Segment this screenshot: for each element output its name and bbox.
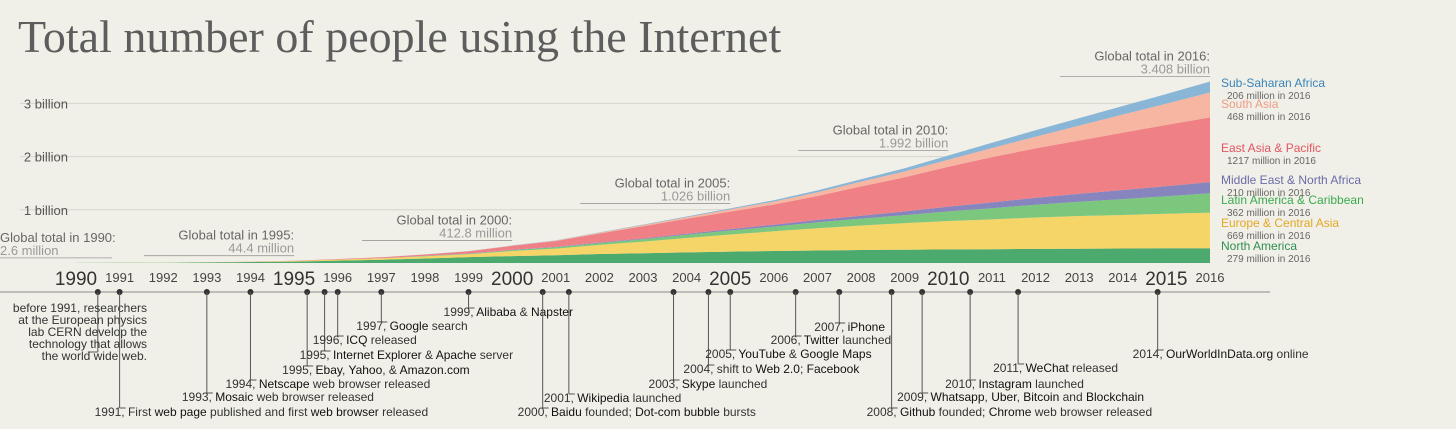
global-total-label: Global total in 2000:: [397, 212, 513, 227]
x-tick-label: 2006: [759, 270, 788, 285]
global-total-value: 2.6 million: [0, 243, 59, 258]
x-tick-label: 1990: [55, 269, 97, 290]
area-europe-central-asia: [76, 212, 1210, 263]
y-tick-label: 2 billion: [24, 150, 68, 165]
x-tick-label: 2011: [978, 270, 1006, 285]
region-label-east-asia-pacific: East Asia & Pacific: [1221, 141, 1321, 155]
event-label: at the European physics: [18, 313, 147, 327]
event-label: 2000, Baidu founded; Dot-com bubble burs…: [518, 405, 756, 419]
event-label: 1999, Alibaba & Napster: [444, 305, 573, 319]
chart-title: Total number of people using the Interne…: [18, 11, 781, 62]
global-total-value: 412.8 million: [439, 225, 512, 240]
global-total-value: 1.992 billion: [879, 136, 948, 151]
y-tick-label: 1 billion: [24, 203, 68, 218]
region-label-latin-america-caribbean: Latin America & Caribbean: [1221, 193, 1364, 207]
x-tick-label: 2012: [1021, 270, 1050, 285]
x-tick-label: 1994: [236, 270, 265, 285]
event-label: 2011, WeChat released: [993, 361, 1118, 375]
x-tick-label: 1999: [454, 270, 483, 285]
event-label: 2009, Whatsapp, Uber, Bitcoin and Blockc…: [897, 390, 1144, 404]
event-label: 2006, Twitter launched: [771, 333, 892, 347]
region-label-south-asia: South Asia: [1221, 97, 1279, 111]
global-total-value: 44.4 million: [228, 241, 294, 256]
event-label: 2005, YouTube & Google Maps: [705, 347, 871, 361]
region-label-sub-saharan-africa: Sub-Saharan Africa: [1221, 76, 1325, 90]
y-tick-label: 3 billion: [24, 96, 68, 111]
region-value-sub-saharan-africa: 206 million in 2016: [1227, 91, 1311, 102]
event-label: 2008, Github founded; Chrome web browser…: [867, 405, 1153, 419]
area-east-asia-pacific: [76, 117, 1210, 263]
x-tick-label: 2002: [585, 270, 614, 285]
event-label: 1994, Netscape web browser released: [225, 377, 430, 391]
x-tick-label: 2001: [541, 270, 570, 285]
x-tick-label: 2014: [1108, 270, 1137, 285]
x-tick-label: 2015: [1145, 269, 1187, 290]
x-tick-label: 2007: [803, 270, 832, 285]
event-label: lab CERN develop the: [28, 325, 147, 339]
event-label: 1991, First web page published and first…: [95, 405, 429, 419]
x-tick-label: 1991: [105, 270, 134, 285]
x-tick-label: 2004: [672, 270, 701, 285]
region-value-europe-central-asia: 669 million in 2016: [1227, 231, 1311, 242]
region-value-north-america: 279 million in 2016: [1227, 254, 1311, 265]
region-label-middle-east-north-africa: Middle East & North Africa: [1221, 173, 1361, 187]
event-label: before 1991, researchers: [13, 301, 147, 315]
area-north-america: [76, 248, 1210, 263]
global-total-label: Global total in 1995:: [178, 228, 294, 243]
region-value-latin-america-caribbean: 362 million in 2016: [1227, 208, 1311, 219]
x-tick-label: 1996: [323, 270, 352, 285]
x-tick-label: 2003: [629, 270, 658, 285]
x-tick-label: 1997: [367, 270, 396, 285]
event-label: technology that allows: [29, 337, 147, 351]
x-tick-label: 2008: [847, 270, 876, 285]
x-tick-label: 2000: [491, 269, 533, 290]
global-total-label: Global total in 2016:: [1094, 49, 1210, 64]
event-label: 1993, Mosaic web browser released: [182, 390, 374, 404]
event-label: the world wide web.: [42, 349, 147, 363]
region-label-europe-central-asia: Europe & Central Asia: [1221, 216, 1339, 230]
global-total-label: Global total in 2005:: [615, 175, 731, 190]
event-label: 1997, Google search: [356, 319, 467, 333]
x-tick-label: 2010: [927, 269, 969, 290]
x-tick-label: 2013: [1065, 270, 1094, 285]
x-tick-label: 2005: [709, 269, 751, 290]
x-tick-label: 1993: [192, 270, 221, 285]
region-value-middle-east-north-africa: 210 million in 2016: [1227, 188, 1311, 199]
region-value-east-asia-pacific: 1217 million in 2016: [1227, 156, 1316, 167]
global-total-label: Global total in 1990:: [0, 230, 116, 245]
global-total-value: 3.408 billion: [1141, 62, 1210, 77]
event-label: 2010, Instagram launched: [945, 377, 1084, 391]
x-tick-label: 1995: [273, 269, 315, 290]
event-label: 2001, Wikipedia launched: [544, 391, 681, 405]
global-total-value: 1.026 billion: [661, 188, 730, 203]
region-label-north-america: North America: [1221, 239, 1297, 253]
event-label: 1995, Internet Explorer & Apache server: [300, 348, 513, 362]
event-label: 1995, Ebay, Yahoo, & Amazon.com: [282, 363, 469, 377]
event-label: 2004, shift to Web 2.0; Facebook: [683, 362, 860, 376]
event-label: 2014, OurWorldInData.org online: [1133, 347, 1309, 361]
x-tick-label: 1992: [149, 270, 178, 285]
x-tick-label: 2009: [890, 270, 919, 285]
x-tick-label: 2016: [1196, 270, 1225, 285]
region-value-south-asia: 468 million in 2016: [1227, 112, 1311, 123]
event-label: 1996, ICQ released: [313, 333, 417, 347]
event-label: 2007, iPhone: [814, 320, 885, 334]
global-total-label: Global total in 2010:: [833, 123, 949, 138]
event-label: 2003, Skype launched: [649, 377, 768, 391]
x-tick-label: 1998: [410, 270, 439, 285]
